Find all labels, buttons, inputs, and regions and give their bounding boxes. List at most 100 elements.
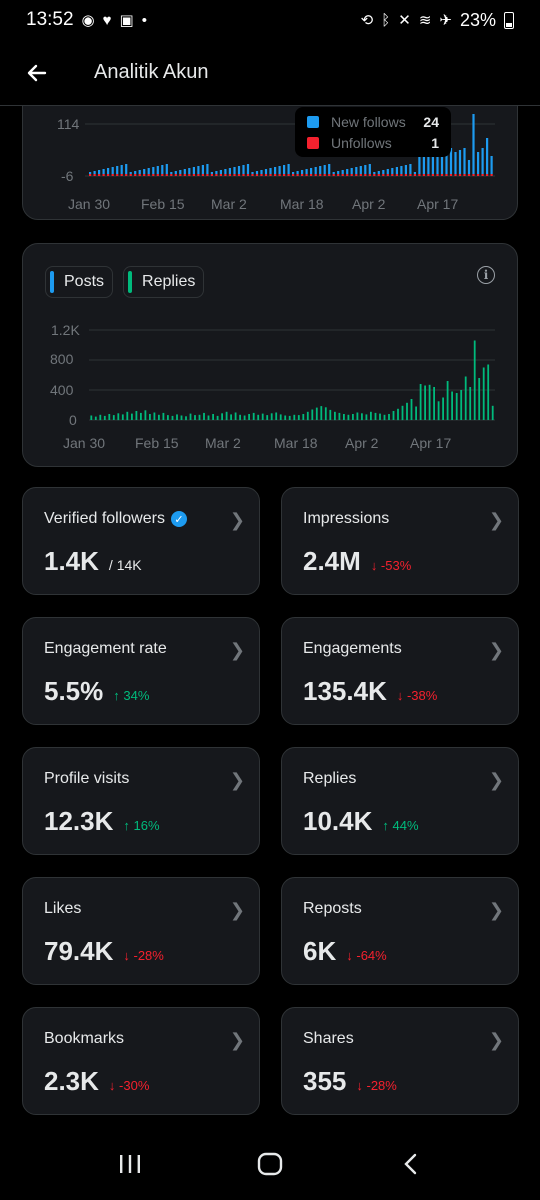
stat-label: Engagements xyxy=(303,640,402,657)
unfollows-bar xyxy=(233,174,236,176)
analytics-scroll[interactable]: 114 -6 Jan 30 Feb 15 Mar 2 Mar 18 Apr 2 … xyxy=(0,106,540,1128)
unfollows-bar xyxy=(445,174,448,176)
unfollows-bar xyxy=(219,174,222,176)
unfollows-bar xyxy=(251,174,254,176)
new-follows-bar xyxy=(179,170,182,174)
stat-card-bookmarks[interactable]: Bookmarks ❯ 2.3K ↓ -30% xyxy=(22,1007,260,1115)
stat-card-profile-visits[interactable]: Profile visits ❯ 12.3K ↑ 16% xyxy=(22,747,260,855)
stat-change: ↓ -38% xyxy=(396,688,438,703)
new-follows-bar xyxy=(183,169,186,174)
unfollows-bar xyxy=(98,174,101,176)
stat-value-row: 135.4K ↓ -38% xyxy=(303,676,498,707)
unfollows-bar xyxy=(418,174,421,176)
new-follows-bar xyxy=(260,170,263,174)
replies-bar xyxy=(293,414,296,421)
new-follows-bar xyxy=(341,170,344,174)
stat-card-reposts[interactable]: Reposts ❯ 6K ↓ -64% xyxy=(281,877,519,985)
y-tick-label: 0 xyxy=(69,412,77,428)
legend-chip-posts[interactable]: Posts xyxy=(45,266,114,298)
new-follows-bar xyxy=(102,169,105,174)
unfollows-bar xyxy=(310,174,313,176)
new-follows-bar xyxy=(287,164,290,174)
replies-bar xyxy=(221,413,223,421)
posts-replies-chart-card: Posts Replies i 1.2K 800 400 0 Jan 30 Fe… xyxy=(22,243,518,467)
unfollows-bar xyxy=(341,174,344,176)
unfollows-bar xyxy=(292,174,295,176)
replies-bar xyxy=(121,414,124,420)
stat-change: ↓ -64% xyxy=(346,948,387,963)
new-follows-bar xyxy=(310,168,313,174)
tooltip-value: 24 xyxy=(423,113,439,130)
unfollows-bar xyxy=(237,174,241,176)
stat-card-engagements[interactable]: Engagements ❯ 135.4K ↓ -38% xyxy=(281,617,519,725)
replies-bar xyxy=(356,412,359,420)
replies-bar xyxy=(90,415,93,420)
stat-card-impressions[interactable]: Impressions ❯ 2.4M ↓ -53% xyxy=(281,487,519,595)
replies-bar xyxy=(99,414,102,421)
stat-card-likes[interactable]: Likes ❯ 79.4K ↓ -28% xyxy=(22,877,260,985)
stat-label-row: Reposts xyxy=(303,900,498,918)
unfollows-bar xyxy=(89,174,92,176)
replies-bar xyxy=(171,415,174,420)
stat-value: 10.4K xyxy=(303,806,373,836)
dot-icon: • xyxy=(141,11,147,29)
stat-value: 2.4M xyxy=(303,546,361,576)
replies-bar xyxy=(401,405,404,421)
stat-card-shares[interactable]: Shares ❯ 355 ↓ -28% xyxy=(281,1007,519,1115)
new-follows-bar xyxy=(382,170,385,174)
x-tick-label: Mar 2 xyxy=(211,196,247,212)
system-nav-bar xyxy=(0,1128,540,1200)
mute-icon: ✕ xyxy=(398,11,411,29)
legend-chip-replies[interactable]: Replies xyxy=(123,266,205,298)
new-follows-bar xyxy=(251,172,254,174)
back-button[interactable] xyxy=(0,40,74,106)
unfollows-bar xyxy=(210,174,213,176)
unfollows-bar xyxy=(400,174,403,176)
unfollows-bar xyxy=(409,174,412,176)
stat-card-engagement-rate[interactable]: Engagement rate ❯ 5.5% ↑ 34% xyxy=(22,617,260,725)
replies-bar xyxy=(370,411,372,421)
unfollows-bar xyxy=(242,174,245,176)
unfollows-bar xyxy=(463,174,466,176)
replies-bar xyxy=(419,384,422,420)
stat-label-row: Shares xyxy=(303,1030,498,1048)
new-follows-bar xyxy=(134,171,137,174)
unfollows-bar xyxy=(386,174,389,176)
legend-label: Posts xyxy=(64,273,105,290)
new-follows-bar xyxy=(143,169,146,174)
new-follows-bar xyxy=(319,166,322,174)
new-follows-bar xyxy=(188,168,191,174)
new-follows-bar xyxy=(107,168,110,174)
new-follows-bar xyxy=(431,150,434,174)
recent-apps-button[interactable] xyxy=(100,1139,160,1189)
stat-change: ↑ 34% xyxy=(113,688,150,703)
stat-card-verified-followers[interactable]: Verified followers ✓ ❯ 1.4K / 14K xyxy=(22,487,260,595)
facebook-icon: ▣ xyxy=(119,11,134,29)
new-follows-bar xyxy=(161,165,164,174)
replies-bar xyxy=(324,407,327,421)
stat-card-replies[interactable]: Replies ❯ 10.4K ↑ 44% xyxy=(281,747,519,855)
new-follows-bar xyxy=(278,166,281,174)
new-follows-bar xyxy=(305,169,308,174)
replies-bar xyxy=(338,412,341,420)
tooltip-row-unfollows: Unfollows 1 xyxy=(307,132,439,153)
unfollows-bar xyxy=(449,174,453,176)
home-button[interactable] xyxy=(240,1139,300,1189)
new-follows-bar xyxy=(373,172,376,174)
replies-bar xyxy=(248,414,250,420)
new-follows-bar xyxy=(138,170,141,174)
replies-bar xyxy=(266,415,269,420)
replies-bar xyxy=(94,416,97,420)
replies-bar xyxy=(455,393,458,420)
replies-bar xyxy=(352,414,354,420)
posts-swatch xyxy=(50,271,54,293)
info-icon[interactable]: i xyxy=(477,266,495,284)
replies-bar xyxy=(144,410,147,421)
unfollows-bar xyxy=(454,174,457,176)
back-nav-button[interactable] xyxy=(380,1139,440,1189)
unfollows-bar xyxy=(319,174,322,176)
new-follows-bar xyxy=(328,164,331,174)
unfollows-bar xyxy=(102,174,105,176)
replies-bar xyxy=(315,407,318,420)
replies-bar xyxy=(415,406,417,420)
